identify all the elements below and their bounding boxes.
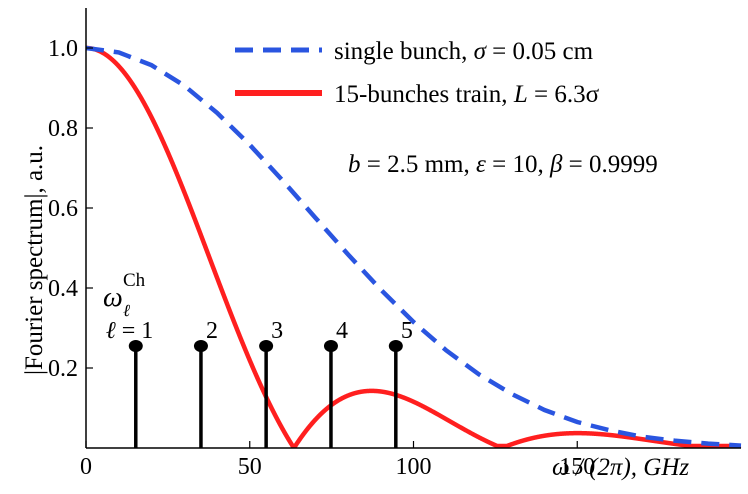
- plot-area: [83, 45, 744, 449]
- y-tick-label: 0.4: [48, 276, 78, 302]
- cherenkov-marker: [323, 340, 338, 352]
- y-axis-label: |Fourier spectrum|, a.u.: [21, 145, 48, 375]
- parameter-annotation: b = 2.5 mm, ε = 10, β = 0.9999: [348, 151, 658, 178]
- cherenkov-label: ω ℓ Ch: [103, 270, 146, 320]
- y-tick-label: 0.2: [48, 356, 78, 382]
- y-tick-label: 1.0: [48, 36, 78, 62]
- cherenkov-marker: [388, 340, 403, 352]
- legend-entry-single-bunch: single bunch, σ = 0.05 cm: [334, 38, 594, 65]
- cherenkov-mode-label: 5: [401, 318, 413, 344]
- cherenkov-marker: [128, 340, 143, 352]
- series-bunch-train-line: [83, 45, 744, 449]
- cherenkov-markers: ℓ = 1 2 3 4 5: [106, 318, 413, 448]
- y-tick-label: 0.8: [48, 116, 78, 142]
- cherenkov-mode-label: 2: [206, 318, 218, 344]
- series-single-bunch-line: [85, 45, 742, 448]
- x-tick-label: 150: [559, 454, 595, 480]
- axes: [85, 8, 741, 449]
- svg-text:Ch: Ch: [123, 270, 146, 291]
- x-tick-label: 0: [80, 454, 92, 480]
- legend-entry-bunch-train: 15-bunches train, L = 6.3σ: [334, 81, 600, 108]
- tick-labels: 0.2 0.4 0.6 0.8 1.0 0 50 100 150: [48, 36, 595, 480]
- cherenkov-marker: [259, 340, 274, 352]
- cherenkov-mode-label: 4: [336, 318, 348, 344]
- svg-text:ω: ω: [103, 282, 123, 313]
- cherenkov-marker: [193, 340, 208, 352]
- x-tick-label: 50: [238, 454, 262, 480]
- svg-text:ℓ: ℓ: [123, 301, 130, 320]
- y-tick-label: 0.6: [48, 196, 78, 222]
- legend: single bunch, σ = 0.05 cm 15-bunches tra…: [235, 38, 600, 108]
- cherenkov-mode-label: 3: [271, 318, 283, 344]
- x-tick-label: 100: [396, 454, 432, 480]
- x-axis-label: ω / (2π), GHz: [552, 454, 689, 481]
- cherenkov-mode-label: ℓ = 1: [106, 318, 154, 344]
